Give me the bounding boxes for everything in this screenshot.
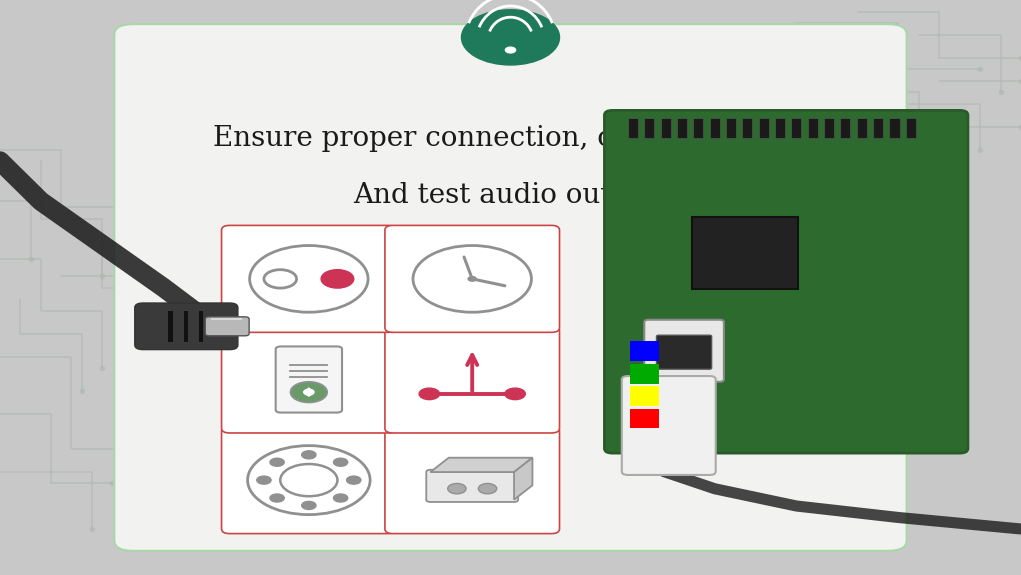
FancyBboxPatch shape xyxy=(222,326,396,433)
FancyBboxPatch shape xyxy=(644,320,724,382)
Circle shape xyxy=(447,484,466,494)
FancyBboxPatch shape xyxy=(630,386,659,406)
FancyBboxPatch shape xyxy=(385,326,560,433)
Circle shape xyxy=(478,484,496,494)
Polygon shape xyxy=(514,458,533,500)
FancyBboxPatch shape xyxy=(427,470,519,502)
Circle shape xyxy=(505,388,526,400)
FancyBboxPatch shape xyxy=(622,376,716,475)
FancyBboxPatch shape xyxy=(726,118,736,138)
FancyBboxPatch shape xyxy=(677,118,687,138)
Circle shape xyxy=(461,10,560,65)
FancyBboxPatch shape xyxy=(222,225,396,332)
Text: Ensure proper connection, check settings,: Ensure proper connection, check settings… xyxy=(212,125,809,151)
FancyBboxPatch shape xyxy=(199,310,203,342)
FancyBboxPatch shape xyxy=(205,317,249,336)
FancyBboxPatch shape xyxy=(775,118,785,138)
FancyBboxPatch shape xyxy=(824,118,834,138)
FancyBboxPatch shape xyxy=(693,118,703,138)
Circle shape xyxy=(334,458,348,466)
FancyBboxPatch shape xyxy=(692,217,798,289)
FancyBboxPatch shape xyxy=(873,118,883,138)
FancyBboxPatch shape xyxy=(710,118,720,138)
Polygon shape xyxy=(431,458,533,472)
FancyBboxPatch shape xyxy=(759,118,769,138)
FancyBboxPatch shape xyxy=(630,342,659,361)
Circle shape xyxy=(270,494,284,502)
Circle shape xyxy=(257,476,271,484)
FancyBboxPatch shape xyxy=(630,364,659,384)
FancyBboxPatch shape xyxy=(604,110,968,453)
FancyBboxPatch shape xyxy=(808,118,818,138)
FancyBboxPatch shape xyxy=(222,427,396,534)
Circle shape xyxy=(505,47,516,53)
FancyBboxPatch shape xyxy=(630,409,659,428)
FancyBboxPatch shape xyxy=(889,118,900,138)
Circle shape xyxy=(290,382,327,402)
FancyBboxPatch shape xyxy=(906,118,916,138)
FancyBboxPatch shape xyxy=(742,118,752,138)
FancyBboxPatch shape xyxy=(840,118,850,138)
Circle shape xyxy=(270,458,284,466)
FancyBboxPatch shape xyxy=(661,118,671,138)
Circle shape xyxy=(302,451,315,459)
FancyBboxPatch shape xyxy=(385,225,560,332)
Circle shape xyxy=(420,388,439,400)
FancyBboxPatch shape xyxy=(385,427,560,534)
FancyBboxPatch shape xyxy=(657,335,712,369)
Circle shape xyxy=(334,494,348,502)
FancyBboxPatch shape xyxy=(168,310,173,342)
FancyBboxPatch shape xyxy=(276,346,342,412)
Text: And test audio output.: And test audio output. xyxy=(353,182,668,209)
Circle shape xyxy=(303,389,314,395)
Circle shape xyxy=(321,270,353,288)
FancyBboxPatch shape xyxy=(857,118,867,138)
Circle shape xyxy=(468,277,476,281)
FancyBboxPatch shape xyxy=(135,303,238,350)
FancyBboxPatch shape xyxy=(114,24,907,551)
FancyBboxPatch shape xyxy=(184,310,188,342)
FancyBboxPatch shape xyxy=(791,118,801,138)
FancyBboxPatch shape xyxy=(628,118,638,138)
Circle shape xyxy=(302,501,315,509)
Circle shape xyxy=(346,476,360,484)
FancyBboxPatch shape xyxy=(644,118,654,138)
